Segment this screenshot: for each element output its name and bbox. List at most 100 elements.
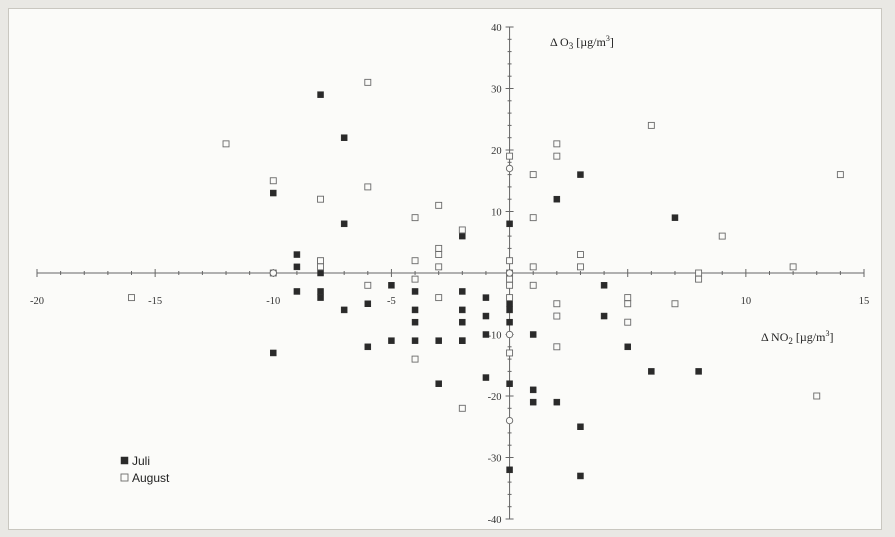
juli-point (482, 312, 490, 320)
juli-point (482, 294, 490, 301)
juli-point (364, 300, 372, 307)
juli-point (506, 466, 513, 474)
august-point (553, 312, 561, 320)
juli-point (317, 294, 324, 301)
august-point (553, 152, 561, 160)
august-point (529, 214, 537, 222)
august-point (577, 251, 584, 259)
circle-marker (505, 416, 514, 425)
x-tick-label: -20 (30, 296, 44, 307)
august-point (435, 244, 443, 252)
y-tick-label: -20 (488, 392, 502, 403)
y-tick-label: 40 (491, 23, 502, 34)
y-tick-label: 30 (491, 85, 502, 96)
august-point (577, 263, 584, 271)
juli-point (671, 214, 679, 221)
august-point (553, 343, 561, 351)
august-point (695, 275, 703, 283)
y-tick-label: -40 (488, 515, 502, 526)
circle-marker (505, 164, 514, 173)
juli-point (388, 337, 395, 344)
juli-point (411, 306, 419, 314)
august-point (435, 201, 443, 209)
y-tick-label: 10 (491, 208, 502, 219)
august-point (836, 171, 844, 179)
juli-point (364, 343, 372, 351)
juli-point (270, 349, 277, 357)
august-point (364, 281, 372, 289)
juli-point (577, 423, 584, 430)
august-point (317, 195, 324, 203)
axis-labels: Δ O3 [µg/m3] Δ NO2 [µg/m3] (550, 34, 833, 346)
august-point (624, 318, 632, 326)
august-point (718, 232, 726, 240)
y-tick-label: 20 (491, 146, 502, 157)
juli-point (506, 220, 513, 228)
august-point (506, 257, 514, 265)
august-point (411, 355, 419, 363)
juli-point (506, 306, 513, 314)
august-point (435, 263, 443, 271)
axes (37, 27, 864, 519)
august-point (529, 171, 537, 179)
august-point (553, 140, 561, 148)
juli-point (317, 269, 324, 277)
legend-label-juli: Juli (132, 454, 150, 468)
juli-point (577, 171, 584, 178)
juli-point (695, 368, 702, 375)
august-point (506, 294, 514, 302)
august-point (222, 140, 230, 148)
juli-point (600, 282, 608, 289)
x-tick-label: 10 (741, 296, 752, 307)
juli-point (411, 318, 419, 326)
august-point (364, 78, 372, 86)
circle-marker (269, 269, 277, 277)
juli-point (317, 91, 324, 98)
juli-point (270, 189, 277, 197)
august-point (647, 121, 655, 129)
juli-point (648, 368, 655, 375)
juli-point (506, 318, 513, 326)
august-point (506, 152, 514, 160)
juli-point (293, 251, 301, 258)
juli-point (553, 398, 561, 406)
circle-marker (505, 330, 514, 339)
august-point (529, 281, 537, 289)
august-point (506, 275, 514, 283)
juli-point (459, 318, 466, 326)
august-point (624, 294, 632, 302)
august-point (789, 263, 797, 271)
juli-point (529, 398, 537, 406)
august-point (506, 281, 514, 289)
juli-point (459, 288, 466, 295)
juli-point (435, 337, 442, 344)
august-point (364, 183, 372, 191)
august-point (553, 300, 561, 308)
august-point (458, 226, 466, 234)
august-point (128, 294, 135, 302)
juli-point (317, 288, 324, 295)
august-point (813, 392, 821, 400)
juli-point (459, 232, 466, 240)
y-tick-label: -10 (488, 331, 502, 342)
juli-point (600, 312, 608, 320)
juli-point (340, 306, 348, 314)
juli-point (435, 380, 442, 387)
legend-marker-august (120, 473, 129, 482)
august-point (435, 294, 443, 302)
legend: Juli August (120, 454, 170, 485)
juli-point (624, 343, 631, 351)
juli-point (529, 331, 537, 338)
x-tick-label: -5 (387, 296, 396, 307)
juli-point (482, 374, 490, 381)
august-point (695, 269, 703, 277)
legend-marker-juli (120, 456, 129, 465)
x-tick-label: -15 (148, 296, 162, 307)
juli-point (293, 288, 301, 295)
august-point (317, 257, 324, 265)
august-point (506, 349, 514, 357)
august-point (624, 300, 632, 308)
